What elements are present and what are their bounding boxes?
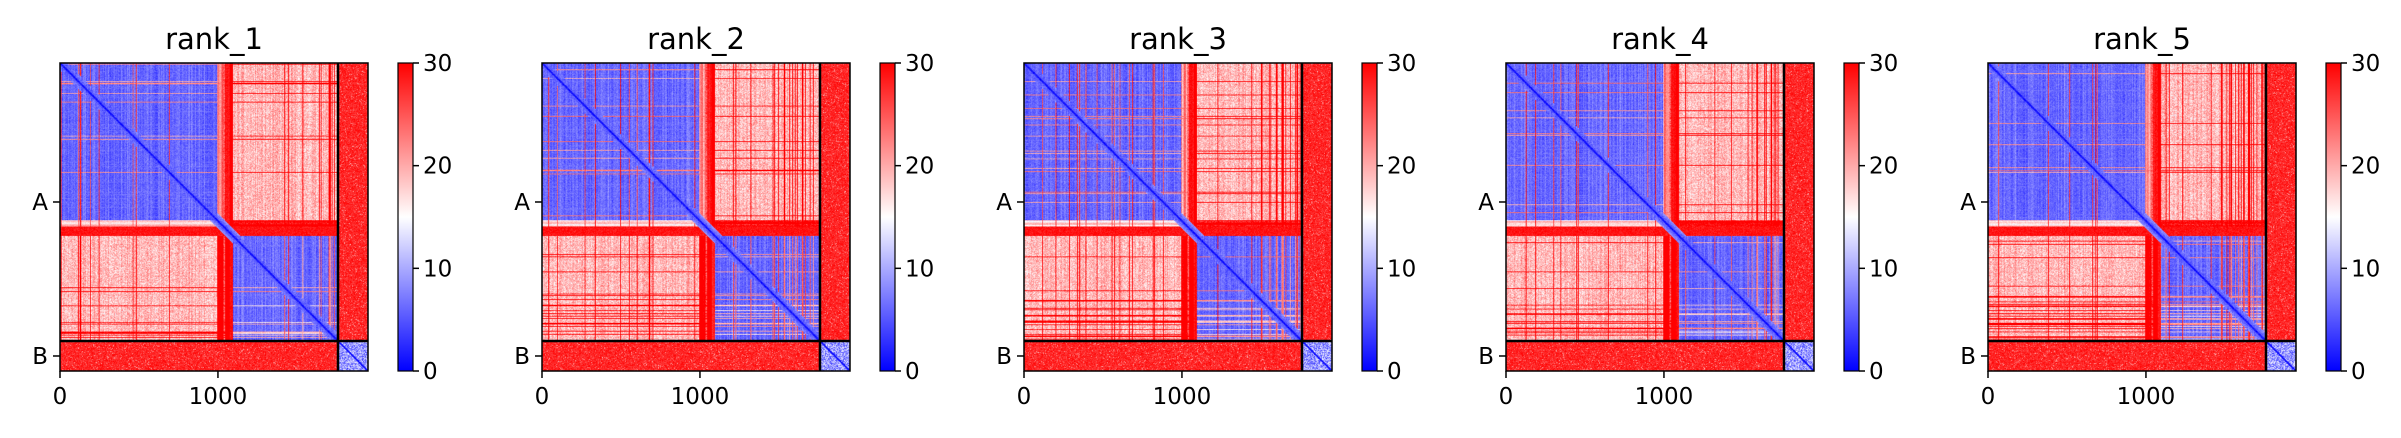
y-tick-label-B: B xyxy=(32,344,48,370)
y-tick-label-B: B xyxy=(1960,344,1976,370)
colorbar-tick-label: 20 xyxy=(1869,154,1898,180)
axes-frame xyxy=(541,62,851,372)
x-tick-label: 1000 xyxy=(671,384,730,410)
heatmap xyxy=(1988,63,2296,371)
colorbar-tick-label: 10 xyxy=(423,256,452,282)
colorbar-tick-label: 0 xyxy=(423,359,438,385)
colorbar-tick-label: 0 xyxy=(905,359,920,385)
x-tick-label: 0 xyxy=(53,384,68,410)
axes-frame xyxy=(1505,62,1815,372)
heatmap xyxy=(542,63,850,371)
y-tick-label-A: A xyxy=(514,190,530,216)
colorbar xyxy=(2325,62,2342,372)
colorbar-tick-label: 20 xyxy=(1387,154,1416,180)
colorbar-tick-label: 10 xyxy=(1387,256,1416,282)
colorbar-tick-label: 30 xyxy=(423,51,452,77)
colorbar-tick-label: 30 xyxy=(905,51,934,77)
colorbar xyxy=(1361,62,1378,372)
x-tick-label: 0 xyxy=(1499,384,1514,410)
colorbar-tick-label: 0 xyxy=(1387,359,1402,385)
heatmap xyxy=(1024,63,1332,371)
y-tick-label-B: B xyxy=(514,344,530,370)
colorbar xyxy=(1843,62,1860,372)
colorbar-tick-label: 30 xyxy=(2351,51,2380,77)
colorbar-tick-label: 20 xyxy=(905,154,934,180)
colorbar xyxy=(879,62,896,372)
x-tick-label: 1000 xyxy=(189,384,248,410)
y-tick-label-A: A xyxy=(1478,190,1494,216)
panel-title: rank_5 xyxy=(2093,22,2191,56)
panel-title: rank_1 xyxy=(165,22,263,56)
x-tick-label: 0 xyxy=(1017,384,1032,410)
heatmap xyxy=(1506,63,1814,371)
colorbar-tick-label: 10 xyxy=(2351,256,2380,282)
y-tick-label-A: A xyxy=(996,190,1012,216)
y-tick-label-A: A xyxy=(32,190,48,216)
colorbar-tick-label: 0 xyxy=(2351,359,2366,385)
colorbar-tick-label: 20 xyxy=(2351,154,2380,180)
colorbar-tick-label: 30 xyxy=(1387,51,1416,77)
colorbar-tick-label: 0 xyxy=(1869,359,1884,385)
colorbar-tick-label: 30 xyxy=(1869,51,1898,77)
y-tick-label-B: B xyxy=(1478,344,1494,370)
x-tick-label: 1000 xyxy=(1153,384,1212,410)
x-tick-label: 1000 xyxy=(1635,384,1694,410)
colorbar-tick-label: 20 xyxy=(423,154,452,180)
x-tick-label: 1000 xyxy=(2117,384,2176,410)
colorbar-tick-label: 10 xyxy=(905,256,934,282)
colorbar xyxy=(397,62,414,372)
axes-frame xyxy=(1987,62,2297,372)
y-tick-label-B: B xyxy=(996,344,1012,370)
x-tick-label: 0 xyxy=(1981,384,1996,410)
axes-frame xyxy=(59,62,369,372)
panel-title: rank_2 xyxy=(647,22,745,56)
panel-title: rank_4 xyxy=(1611,22,1709,56)
colorbar-tick-label: 10 xyxy=(1869,256,1898,282)
heatmap xyxy=(60,63,368,371)
axes-frame xyxy=(1023,62,1333,372)
panel-title: rank_3 xyxy=(1129,22,1227,56)
x-tick-label: 0 xyxy=(535,384,550,410)
y-tick-label-A: A xyxy=(1960,190,1976,216)
